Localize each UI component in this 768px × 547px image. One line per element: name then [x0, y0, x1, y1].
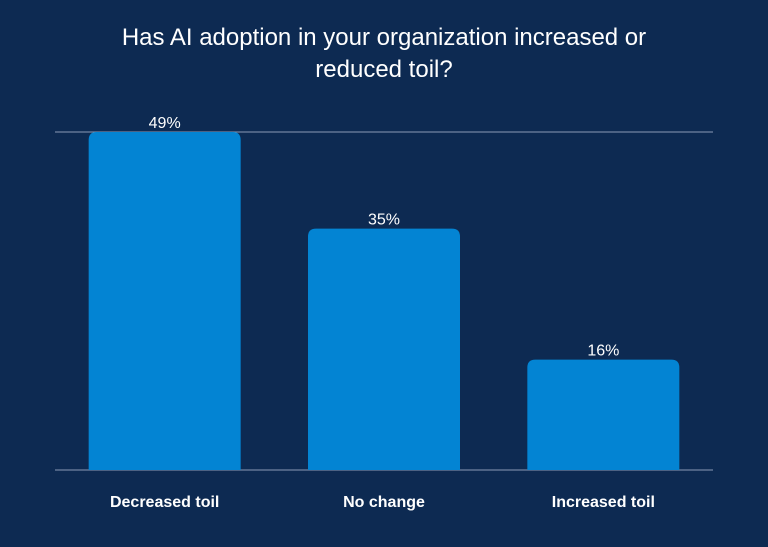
chart-title: Has AI adoption in your organization inc…	[121, 24, 647, 83]
bar-value-label: 49%	[149, 115, 181, 132]
bar-value-label: 16%	[587, 343, 619, 360]
bar-value-label: 35%	[368, 212, 400, 229]
bar-no-change	[308, 228, 460, 470]
bar-increased-toil	[527, 359, 680, 470]
category-label: Decreased toil	[110, 494, 219, 511]
bar-group: 49% Decreased toil 35% No change 16% Increase…	[88, 115, 680, 511]
category-label: No change	[343, 494, 425, 511]
category-label: Increased toil	[552, 494, 655, 511]
bar-decreased-toil	[88, 132, 241, 470]
